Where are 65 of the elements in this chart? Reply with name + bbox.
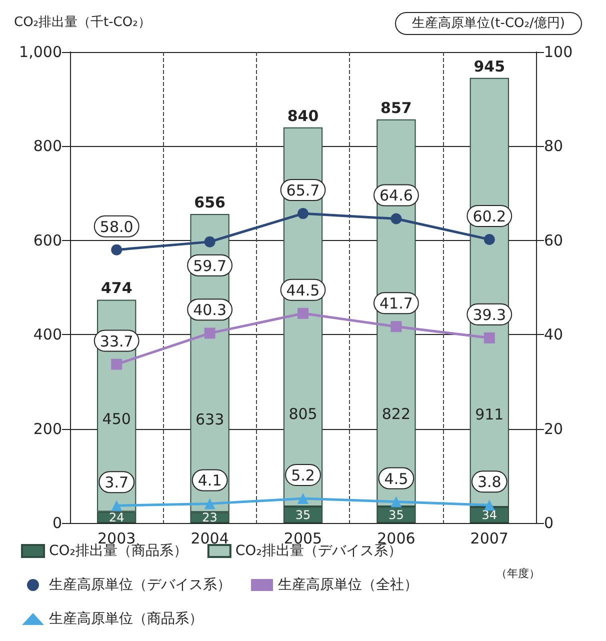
x-tick-label: 2007 — [470, 530, 508, 548]
y2-tick-label: 40 — [544, 326, 564, 344]
data-label: 39.3 — [472, 306, 506, 324]
x-tick-label: 2004 — [190, 530, 229, 548]
data-label: 59.7 — [193, 256, 227, 275]
data-label: 633 — [195, 410, 224, 429]
legend-label: 生産高原単位（全社） — [278, 577, 418, 593]
y-axis-title: CO₂排出量（千t-CO₂） — [14, 15, 151, 30]
data-label: 822 — [382, 405, 411, 424]
point — [298, 308, 308, 319]
point — [204, 498, 216, 510]
total-label: 857 — [380, 98, 412, 117]
point — [390, 496, 402, 508]
data-label: 450 — [102, 410, 131, 428]
data-label: 60.2 — [472, 207, 506, 226]
data-label: 58.0 — [100, 218, 134, 236]
data-label: 4.5 — [384, 470, 408, 488]
data-label: 3.7 — [104, 474, 129, 492]
data-label: 911 — [475, 405, 504, 424]
y2-tick-label: 20 — [544, 420, 564, 438]
data-label: 34 — [482, 508, 498, 522]
y-tick-label: 1,000 — [19, 43, 62, 61]
point — [390, 321, 402, 332]
point — [298, 208, 308, 220]
y2-tick-label: 80 — [544, 137, 564, 156]
y-tick-label: 600 — [33, 231, 62, 250]
point — [204, 236, 216, 248]
y2-tick-label: 60 — [544, 231, 564, 250]
point — [111, 244, 122, 256]
point — [111, 500, 122, 512]
y2-tick-label: 0 — [544, 514, 554, 532]
data-label: 44.5 — [286, 281, 320, 300]
point — [484, 332, 495, 344]
data-label: 41.7 — [379, 294, 413, 313]
y2-axis-title: 生産高原単位(t-CO₂/億円) — [412, 15, 565, 31]
point — [204, 328, 216, 339]
data-label: 33.7 — [100, 332, 134, 350]
y2-tick-label: 100 — [544, 43, 573, 61]
data-label: 35 — [388, 508, 404, 522]
text: （年度） — [496, 567, 540, 580]
y-tick-label: 200 — [33, 420, 62, 438]
total-label: 840 — [287, 106, 319, 125]
point — [298, 493, 308, 504]
point — [484, 500, 495, 511]
data-label: 23 — [202, 510, 218, 525]
data-label: 40.3 — [193, 301, 227, 320]
y-tick-label: 800 — [33, 137, 62, 156]
data-label: 65.7 — [286, 182, 320, 200]
total-label: 945 — [474, 57, 506, 76]
data-label: 5.2 — [291, 466, 315, 485]
legend-label: 生産高原単位（デバイス系） — [49, 577, 231, 593]
total-label: 474 — [100, 279, 132, 298]
data-label: 24 — [108, 510, 124, 524]
data-label: 64.6 — [379, 186, 413, 205]
y-tick-label: 0 — [52, 514, 62, 532]
data-label: 805 — [288, 405, 318, 424]
point — [111, 358, 122, 370]
data-label: 3.8 — [477, 473, 502, 492]
point — [390, 213, 402, 224]
data-label: 4.1 — [198, 472, 222, 490]
y-tick-label: 400 — [33, 326, 62, 344]
total-label: 656 — [194, 194, 226, 212]
legend-label: 生産高原単位（商品系） — [49, 611, 203, 627]
point — [484, 234, 495, 245]
data-label: 35 — [295, 508, 311, 522]
